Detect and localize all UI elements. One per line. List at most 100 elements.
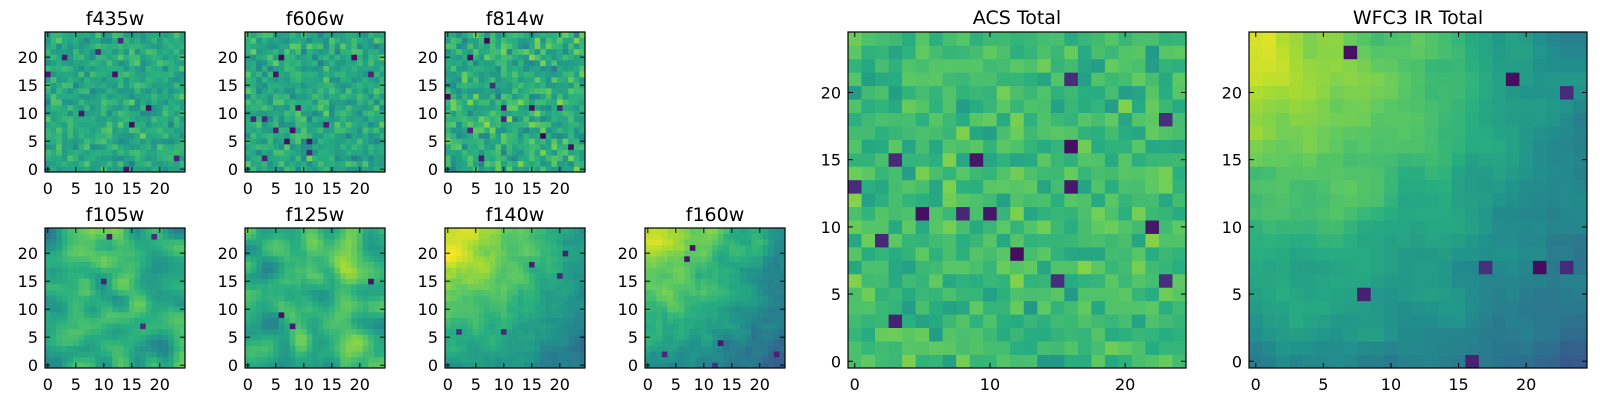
heatmap-cell bbox=[1145, 314, 1160, 329]
heatmap-cell bbox=[956, 179, 971, 194]
heatmap-cell bbox=[95, 116, 102, 122]
heatmap-cell bbox=[656, 312, 663, 318]
heatmap-cell bbox=[340, 356, 347, 363]
heatmap-cell bbox=[551, 306, 558, 313]
heatmap-cell bbox=[250, 250, 257, 257]
heatmap-cell bbox=[1131, 300, 1146, 315]
heatmap-cell bbox=[579, 116, 586, 122]
heatmap-cell bbox=[250, 312, 257, 318]
heatmap-cell bbox=[551, 71, 558, 78]
heatmap-cell bbox=[695, 295, 702, 302]
heatmap-cell bbox=[84, 110, 91, 117]
heatmap-cell bbox=[495, 60, 502, 66]
heatmap-cell bbox=[379, 121, 386, 128]
heatmap-cell bbox=[157, 312, 163, 318]
heatmap-cell bbox=[162, 272, 169, 279]
heatmap-cell bbox=[351, 104, 358, 111]
heatmap-cell bbox=[179, 328, 186, 335]
heatmap-cell bbox=[284, 267, 291, 274]
heatmap-cell bbox=[706, 351, 713, 358]
heatmap-cell bbox=[534, 272, 541, 279]
heatmap-cell bbox=[145, 239, 152, 246]
heatmap-cell bbox=[117, 233, 124, 240]
heatmap-cell bbox=[162, 121, 169, 128]
heatmap-cell bbox=[495, 149, 502, 156]
heatmap-cell bbox=[723, 356, 730, 363]
heatmap-cell bbox=[1104, 273, 1119, 288]
heatmap-cell bbox=[312, 244, 319, 251]
heatmap-cell bbox=[545, 267, 552, 274]
heatmap-cell bbox=[557, 250, 563, 257]
heatmap-cell bbox=[568, 334, 575, 341]
heatmap-cell bbox=[123, 138, 130, 145]
heatmap-cell bbox=[73, 289, 79, 296]
heatmap-cell bbox=[273, 48, 279, 55]
y-tick-label: 5 bbox=[28, 132, 38, 151]
heatmap-cell bbox=[495, 127, 502, 134]
heatmap-cell bbox=[484, 300, 491, 307]
heatmap-cell bbox=[1131, 233, 1146, 248]
heatmap-cell bbox=[334, 82, 341, 89]
heatmap-cell bbox=[95, 76, 102, 83]
heatmap-cell bbox=[551, 37, 558, 44]
panel-title: f814w bbox=[486, 8, 545, 30]
heatmap-cell bbox=[106, 239, 113, 246]
heatmap-cell bbox=[140, 261, 147, 268]
heatmap-cell bbox=[579, 99, 586, 106]
heatmap-cell bbox=[289, 345, 296, 352]
heatmap-cell bbox=[695, 284, 702, 290]
heatmap-cell bbox=[545, 289, 552, 296]
heatmap-cell bbox=[573, 127, 580, 134]
heatmap-cell bbox=[529, 351, 535, 358]
heatmap-cell bbox=[875, 327, 889, 342]
heatmap-cell bbox=[289, 228, 296, 234]
heatmap-cell bbox=[267, 351, 274, 358]
heatmap-cell bbox=[478, 306, 485, 313]
heatmap-cell bbox=[329, 132, 335, 139]
heatmap-cell bbox=[284, 110, 291, 117]
heatmap-cell bbox=[168, 340, 175, 346]
heatmap-cell bbox=[751, 334, 758, 341]
heatmap-cell bbox=[245, 60, 251, 66]
heatmap-cell bbox=[140, 228, 147, 234]
x-tick-label: 15 bbox=[122, 179, 142, 198]
heatmap-cell bbox=[579, 228, 586, 234]
heatmap-cell bbox=[1037, 287, 1052, 302]
heatmap-cell bbox=[351, 149, 358, 156]
heatmap-cell bbox=[179, 104, 186, 111]
heatmap-cell bbox=[888, 233, 903, 248]
heatmap-cell bbox=[261, 278, 268, 285]
heatmap-cell bbox=[50, 356, 57, 363]
heatmap-cell bbox=[345, 351, 352, 358]
heatmap-cell bbox=[969, 314, 984, 329]
heatmap-cell bbox=[112, 48, 119, 55]
heatmap-cell bbox=[506, 99, 513, 106]
heatmap-cell bbox=[284, 116, 291, 122]
heatmap-cell bbox=[773, 323, 780, 330]
heatmap-cell bbox=[368, 256, 375, 262]
heatmap-cell bbox=[1050, 341, 1065, 355]
heatmap-cell bbox=[312, 116, 319, 122]
heatmap-cell bbox=[267, 65, 274, 72]
heatmap-cell bbox=[112, 138, 119, 145]
x-tick-label: 5 bbox=[471, 179, 481, 198]
heatmap-cell bbox=[445, 239, 451, 246]
heatmap-cell bbox=[695, 239, 702, 246]
heatmap-cell bbox=[656, 284, 663, 290]
heatmap-cell bbox=[568, 138, 575, 145]
heatmap-cell bbox=[95, 351, 102, 358]
heatmap-cell bbox=[562, 312, 569, 318]
heatmap-cell bbox=[273, 132, 279, 139]
heatmap-cell bbox=[557, 317, 563, 324]
heatmap-cell bbox=[295, 323, 302, 330]
heatmap-cell bbox=[579, 121, 586, 128]
heatmap-cell bbox=[289, 93, 296, 100]
heatmap-cell bbox=[329, 351, 335, 358]
heatmap-cell bbox=[261, 149, 268, 156]
heatmap-cell bbox=[579, 160, 586, 167]
heatmap-cell bbox=[529, 256, 535, 262]
heatmap-cell bbox=[501, 155, 507, 162]
heatmap-cell bbox=[140, 32, 147, 38]
heatmap-cell bbox=[106, 267, 113, 274]
